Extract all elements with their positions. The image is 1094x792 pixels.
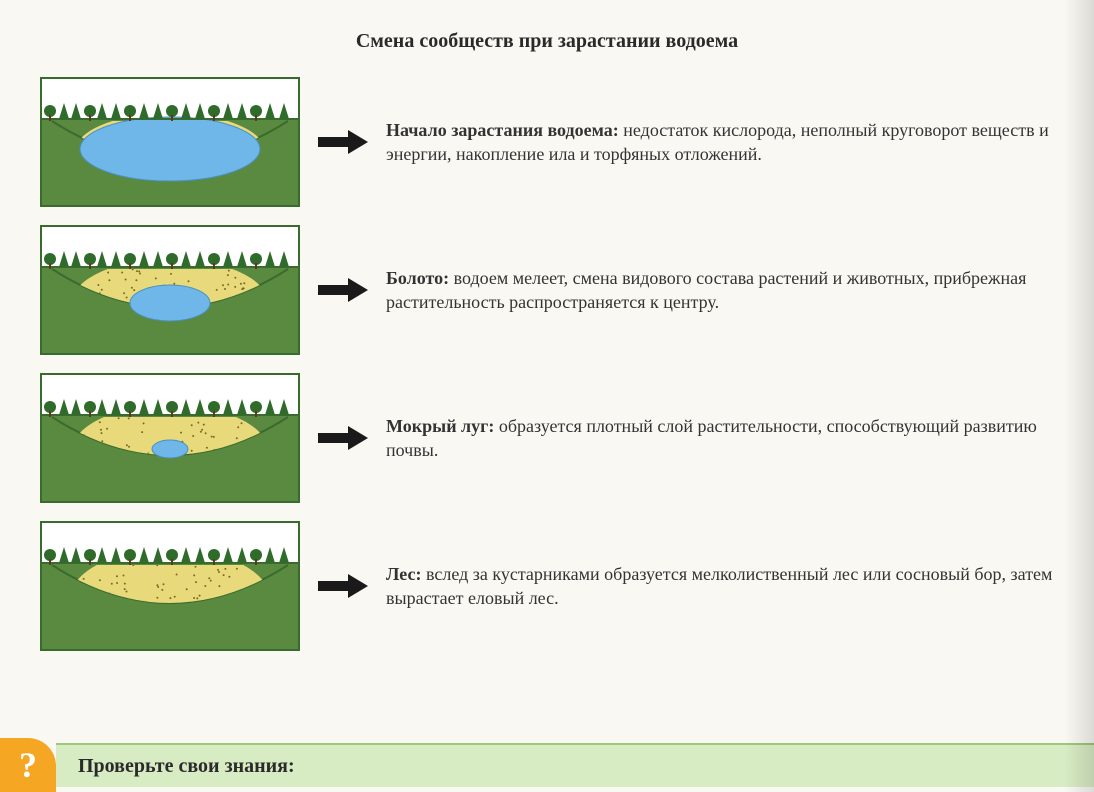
arrow-icon [318,574,368,598]
textbook-page: Смена сообществ при зарастании водоема Н… [0,0,1094,792]
stage3-description: Мокрый луг: образуется плотный слой раст… [386,414,1054,463]
arrow-icon [318,426,368,450]
stage-label-bold: Лес: [386,564,421,584]
stage1-description: Начало зарастания водоема: недостаток ки… [386,118,1054,167]
question-icon: ? [0,738,56,792]
stage4-diagram [40,521,300,651]
stage-row: Мокрый луг: образуется плотный слой раст… [40,373,1054,503]
stage-label-text: вслед за кустарниками образуется мелколи… [386,564,1052,608]
stage-row: Начало зарастания водоема: недостаток ки… [40,77,1054,207]
stage1-diagram [40,77,300,207]
stage2-description: Болото: водоем мелеет, смена видового со… [386,266,1054,315]
stage-label-bold: Болото: [386,268,449,288]
stage-label-bold: Начало зарастания водоема: [386,120,619,140]
arrow-icon [318,278,368,302]
stage3-diagram [40,373,300,503]
stage-label-text: водоем мелеет, смена видового состава ра… [386,268,1026,312]
page-title: Смена сообществ при зарастании водоема [40,30,1054,53]
stage-row: Болото: водоем мелеет, смена видового со… [40,225,1054,355]
stage4-description: Лес: вслед за кустарниками образуется ме… [386,562,1054,611]
footer-text: Проверьте свои знания: [56,743,1094,787]
stage2-diagram [40,225,300,355]
stage-label-bold: Мокрый луг: [386,416,494,436]
stage-rows: Начало зарастания водоема: недостаток ки… [40,77,1054,651]
arrow-icon [318,130,368,154]
stage-row: Лес: вслед за кустарниками образуется ме… [40,521,1054,651]
footer-bar: ? Проверьте свои знания: [0,738,1094,792]
page-curve-shadow [1064,0,1094,792]
